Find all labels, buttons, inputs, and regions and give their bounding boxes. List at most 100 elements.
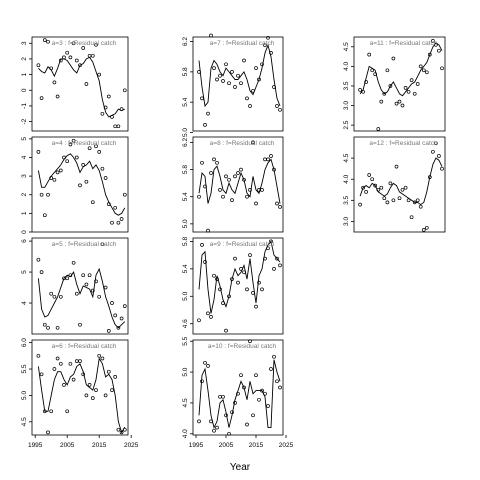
data-point: [263, 43, 267, 48]
data-point: [97, 72, 102, 77]
data-point: [49, 176, 54, 180]
data-point: [409, 78, 414, 82]
fitted-line: [198, 43, 281, 108]
y-tick-label: -2: [21, 118, 28, 124]
data-point: [245, 194, 249, 199]
data-point: [39, 372, 44, 377]
panel-frame: [31, 136, 129, 233]
data-point: [278, 205, 282, 209]
y-tick-label: 6.0: [21, 338, 28, 347]
data-point: [427, 52, 432, 57]
data-point: [206, 311, 210, 316]
y-tick-label: 5.8: [182, 67, 189, 76]
data-point: [236, 171, 240, 175]
y-tick-label: 5.5: [182, 336, 189, 345]
data-point: [203, 184, 207, 189]
data-point: [74, 291, 79, 296]
data-point: [254, 304, 258, 309]
data-point: [397, 99, 402, 104]
data-point: [103, 105, 108, 110]
y-tick-label: 3: [21, 41, 28, 45]
data-point: [113, 375, 118, 379]
data-point: [233, 256, 237, 261]
data-point: [36, 150, 41, 154]
data-point: [257, 77, 261, 82]
data-point: [46, 39, 50, 44]
data-point: [42, 213, 47, 218]
data-point: [388, 181, 393, 186]
y-tick-label: 4.5: [182, 398, 189, 407]
data-point: [388, 84, 393, 88]
y-tick-label: 4: [21, 155, 28, 159]
panel-frame: [192, 36, 284, 132]
y-tick-label: 5.0: [182, 367, 189, 376]
y-tick-label: -1: [21, 103, 28, 109]
data-point: [119, 316, 124, 321]
data-point: [100, 356, 105, 361]
y-tick-label: 6.2: [182, 138, 189, 147]
data-point: [227, 294, 231, 299]
data-point: [242, 270, 246, 275]
panel-label: a=3 : f=Residual catch: [52, 40, 117, 47]
data-point: [434, 141, 438, 146]
data-point: [269, 154, 273, 158]
data-point: [440, 66, 444, 71]
data-point: [242, 385, 246, 390]
data-point: [46, 430, 50, 435]
data-point: [406, 198, 411, 203]
data-point: [68, 273, 73, 278]
data-point: [116, 124, 121, 129]
data-point: [385, 68, 390, 73]
data-point: [239, 373, 243, 378]
data-point: [203, 260, 207, 264]
data-point: [103, 176, 108, 180]
data-point: [431, 149, 435, 154]
data-point: [87, 53, 92, 58]
data-point: [74, 155, 79, 160]
data-point: [361, 185, 365, 190]
data-point: [239, 267, 243, 271]
data-point: [36, 63, 41, 68]
data-point: [42, 409, 47, 414]
x-tick-label: 2015: [92, 442, 107, 449]
data-point: [78, 183, 82, 188]
data-point: [197, 70, 201, 74]
data-point: [415, 82, 420, 86]
data-point: [62, 55, 66, 60]
data-point: [233, 174, 237, 179]
data-point: [55, 170, 60, 175]
y-tick-label: 5.5: [21, 364, 28, 373]
data-point: [272, 267, 276, 271]
x-axis-label: Year: [230, 462, 251, 473]
data-point: [90, 53, 95, 58]
panel-3: 2.5 3.0 3.5 4.0 4.5 a=11 : f=Residual catch: [343, 36, 446, 132]
data-point: [415, 198, 420, 203]
data-point: [197, 318, 201, 323]
data-point: [90, 396, 95, 400]
data-point: [62, 383, 66, 387]
data-point: [113, 313, 118, 318]
data-point: [42, 322, 47, 327]
data-point: [391, 198, 396, 203]
panel-1: -2 -1 0 1 2 3 a=3 : f=Residual catch: [21, 36, 129, 132]
data-point: [224, 62, 228, 67]
data-point: [358, 202, 362, 207]
data-point: [106, 94, 111, 99]
data-point: [212, 66, 216, 70]
y-tick-label: 4.5: [343, 153, 350, 162]
data-point: [119, 107, 124, 111]
data-point: [251, 291, 255, 295]
data-point: [272, 85, 276, 89]
y-tick-label: 5.4: [182, 192, 189, 201]
data-point: [215, 160, 219, 165]
data-point: [263, 256, 267, 261]
data-point: [90, 288, 95, 293]
data-point: [212, 428, 216, 433]
data-point: [227, 177, 231, 182]
data-point: [39, 270, 44, 274]
data-point: [203, 123, 207, 127]
data-point: [206, 364, 210, 368]
data-point: [230, 198, 234, 202]
data-point: [71, 41, 76, 46]
